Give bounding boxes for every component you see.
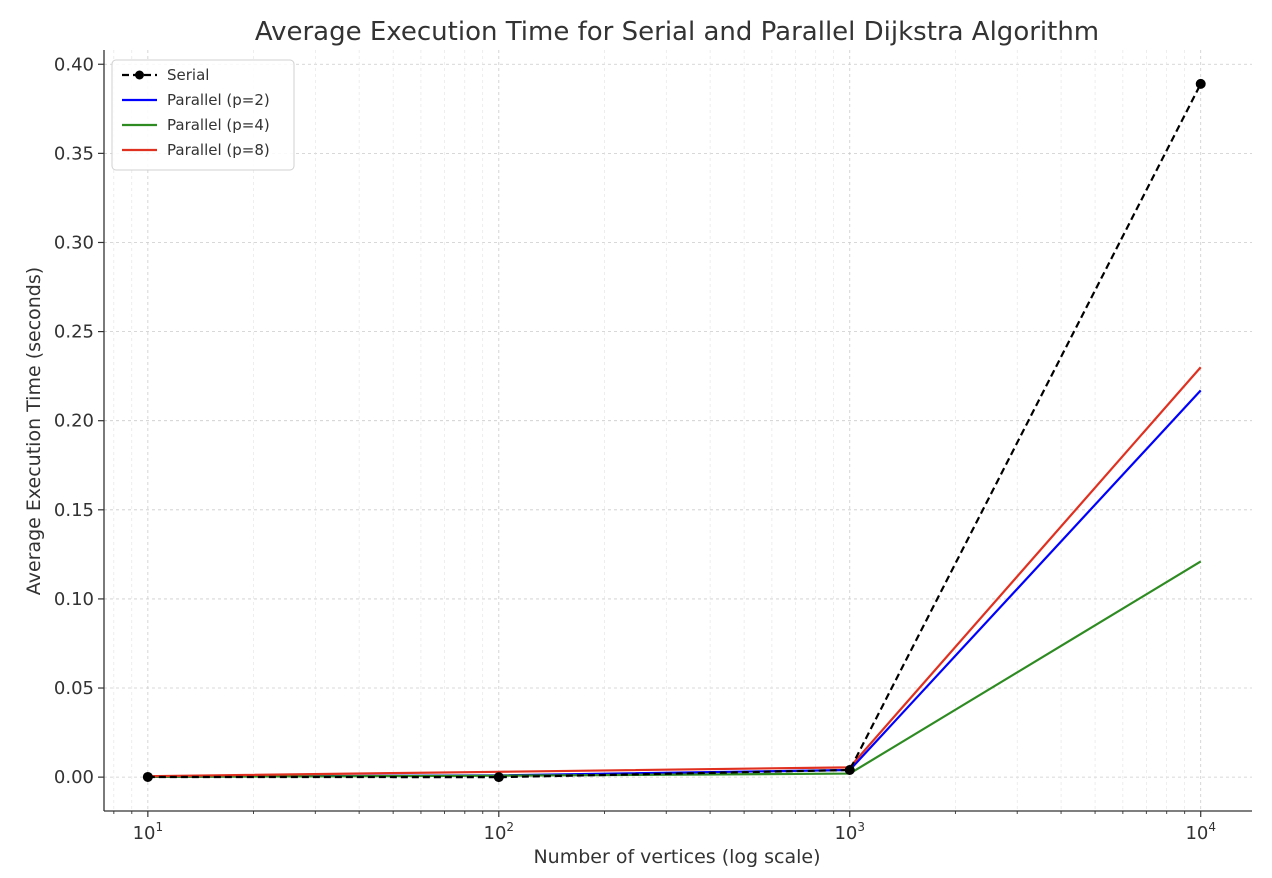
y-tick-label: 0.10 (54, 589, 94, 610)
y-tick-label: 0.20 (54, 411, 94, 432)
series-line-parallel-p-2 (147, 389, 1202, 778)
series-line-parallel-p-4 (147, 560, 1202, 779)
legend-label-parallel-p-8: Parallel (p=8) (167, 141, 270, 159)
x-axis-label: Number of vertices (log scale) (533, 846, 820, 868)
grid (104, 50, 1252, 811)
x-tick-label: 103 (834, 820, 865, 844)
legend-box (111, 59, 295, 171)
x-ticks: 101 102 103 104 (133, 820, 1216, 844)
y-tick-label: 0.00 (54, 767, 94, 788)
y-tick-label: 0.25 (54, 322, 94, 343)
chart-title: Average Execution Time for Serial and Pa… (255, 17, 1099, 47)
series-point-serial (142, 771, 153, 782)
y-ticks: 0.00 0.05 0.10 0.15 0.20 0.25 0.30 0.35 0.40 (54, 54, 94, 788)
series-point-serial (844, 765, 855, 776)
x-tick-label: 101 (133, 820, 164, 844)
legend-label-serial: Serial (167, 66, 209, 84)
legend-label-parallel-p-2: Parallel (p=2) (167, 91, 270, 109)
legend: Serial Parallel (p=2) Parallel (p=4) Parall… (111, 59, 295, 171)
legend-marker-serial (135, 70, 144, 80)
series-line-parallel-p-8 (147, 366, 1202, 778)
y-tick-label: 0.05 (54, 678, 94, 699)
series-layer (142, 78, 1206, 783)
series-point-serial (493, 772, 504, 783)
series-point-serial (1195, 78, 1206, 89)
y-axis-label: Average Execution Time (seconds) (23, 267, 45, 595)
y-tick-label: 0.35 (54, 143, 94, 164)
axes (98, 50, 1252, 817)
series-line-serial (147, 83, 1202, 779)
y-tick-label: 0.30 (54, 232, 94, 253)
y-tick-label: 0.40 (54, 54, 94, 75)
x-tick-label: 102 (484, 820, 515, 844)
legend-label-parallel-p-4: Parallel (p=4) (167, 116, 270, 134)
x-tick-label: 104 (1185, 820, 1216, 844)
y-tick-label: 0.15 (54, 500, 94, 521)
